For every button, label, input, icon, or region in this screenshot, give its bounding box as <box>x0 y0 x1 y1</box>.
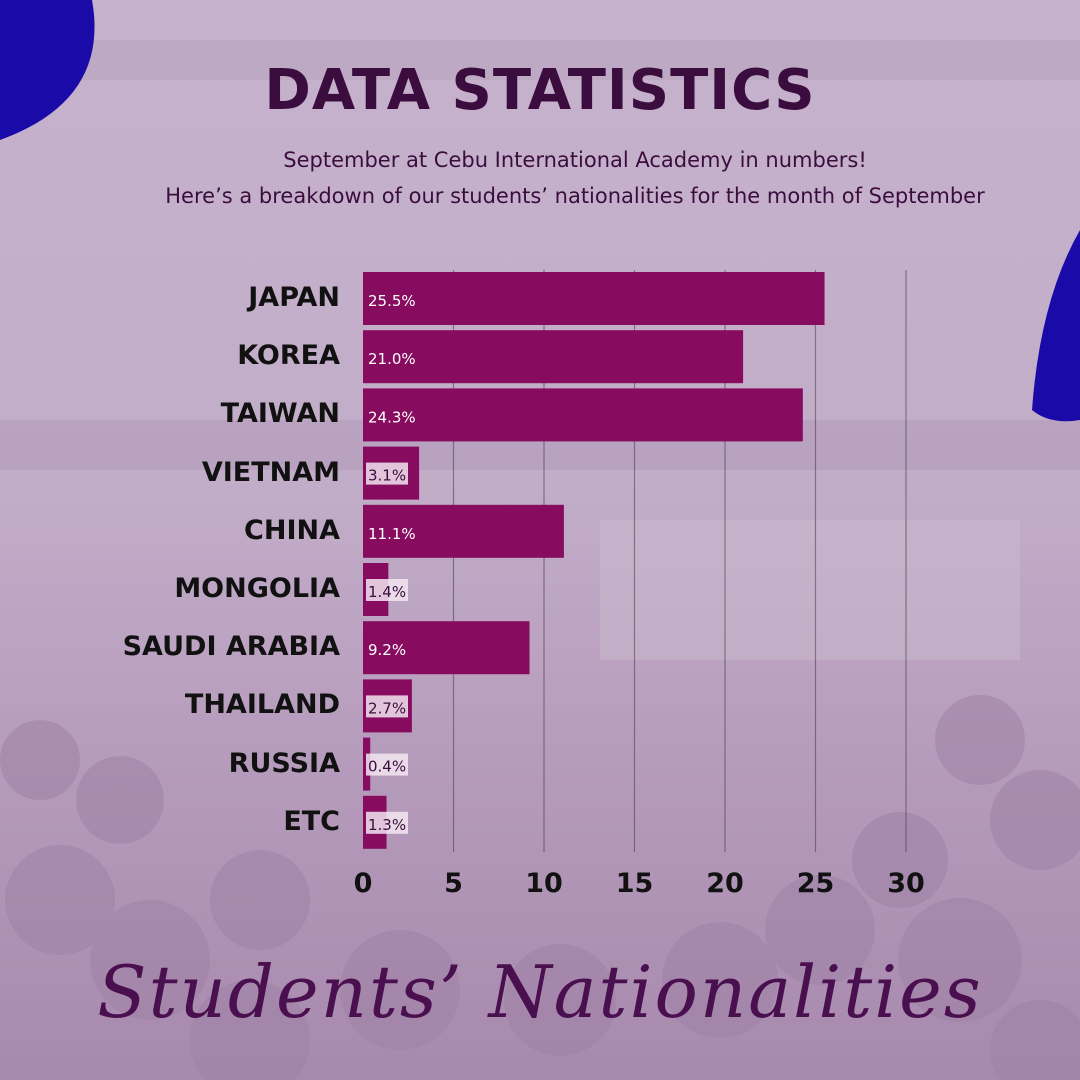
category-label: RUSSIA <box>228 747 340 779</box>
data-label: 1.3% <box>368 816 406 834</box>
footer-title: Students’ Nationalities <box>97 950 983 1034</box>
data-label: 25.5% <box>368 292 416 310</box>
data-label: 9.2% <box>368 641 406 659</box>
data-label: 2.7% <box>368 699 406 717</box>
accent-blob-top-left <box>0 0 95 140</box>
data-label-bg <box>366 462 408 485</box>
x-tick-label: 5 <box>444 868 463 899</box>
category-label: CHINA <box>244 514 340 546</box>
data-label: 11.1% <box>368 525 416 543</box>
category-label: VIETNAM <box>201 456 340 488</box>
bar-korea <box>363 330 744 384</box>
category-label: SAUDI ARABIA <box>122 631 340 663</box>
data-label: 3.1% <box>368 467 406 485</box>
bar-saudi-arabia <box>363 621 530 675</box>
x-tick-label: 30 <box>887 868 925 899</box>
page-title: DATA STATISTICS <box>264 58 816 123</box>
x-tick-label: 10 <box>525 868 563 899</box>
category-label: KOREA <box>237 340 340 372</box>
x-tick-label: 25 <box>796 868 835 899</box>
bar-taiwan <box>363 388 803 442</box>
category-label: TAIWAN <box>220 398 340 430</box>
data-label-bg <box>366 753 408 776</box>
x-tick-label: 20 <box>706 868 744 899</box>
category-label: MONGOLIA <box>174 573 340 604</box>
x-tick-label: 15 <box>615 868 654 899</box>
accent-blob-right <box>1032 230 1080 422</box>
data-label: 24.3% <box>368 408 416 426</box>
bar-china <box>363 504 564 558</box>
data-label: 21.0% <box>368 350 416 368</box>
bar-japan <box>363 272 825 325</box>
data-label: 1.4% <box>368 583 406 601</box>
category-label: ETC <box>283 805 340 837</box>
data-label-bg <box>366 579 408 601</box>
category-label: THAILAND <box>184 689 340 721</box>
subtitle-line-2: Here’s a breakdown of our students’ nati… <box>165 184 985 208</box>
data-label: 0.4% <box>368 758 406 776</box>
data-label-bg <box>366 811 408 834</box>
x-tick-label: 0 <box>353 868 373 899</box>
subtitle-line-1: September at Cebu International Academy … <box>283 148 867 172</box>
data-label-bg <box>366 695 408 718</box>
category-label: JAPAN <box>248 282 340 313</box>
